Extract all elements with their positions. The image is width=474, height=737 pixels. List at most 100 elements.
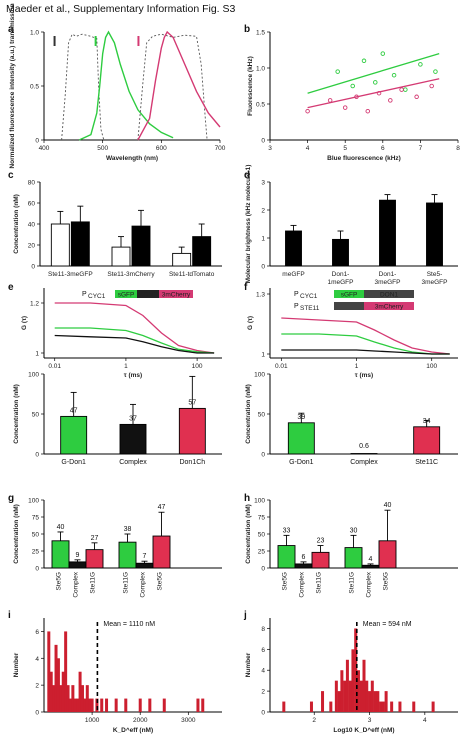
panel-b-point (433, 69, 438, 74)
panel-c-ylabel: Concentration (nM) (13, 194, 20, 254)
panel-i-bin (162, 698, 166, 712)
panel-b-point (391, 72, 397, 78)
panel-i-bin (47, 631, 51, 712)
panel-i-bin (71, 685, 75, 712)
panel-f-curve-1 (281, 317, 450, 355)
panel-h-value-label: 6 (302, 554, 306, 561)
panel-e-bar-ylabel: Concentration (nM) (13, 384, 20, 444)
panel-d-bar (332, 238, 349, 267)
panel-b-xlabel: Blue fluorescence (kHz) (327, 155, 401, 162)
panel-f-curve-3 (281, 349, 450, 355)
panel-h-bar (294, 563, 313, 569)
panel-c-bar (172, 252, 192, 267)
panel-i-ylabel: Number (13, 652, 20, 677)
panel-f-bar-bar (287, 422, 315, 455)
panel-a-xtick-label: 600 (156, 145, 167, 152)
panel-label-g: g (8, 493, 15, 504)
panel-f-bar-ylabel: Concentration (nM) (245, 384, 252, 444)
panel-a-xtick-label: 400 (39, 145, 50, 152)
panel-j-bin (359, 680, 363, 712)
panel-a-ylabel: Normalized fluorescence intensity (a.u.)… (9, 3, 16, 168)
panel-h-value-label: 30 (350, 527, 358, 534)
panel-b-point (342, 105, 348, 110)
panel-j-bin (343, 680, 347, 712)
panel-g-category-label: Ste11G (90, 572, 97, 594)
panel-f-bar-category-label: Ste11C (415, 459, 438, 466)
panel-e-ytick-label: 1.2 (30, 301, 39, 308)
panel-f-bar-value-label: 0.6 (359, 443, 369, 450)
panel-f-ytick-label: 1.3 (256, 292, 265, 299)
panel-j-xtick-label: 3 (368, 717, 372, 724)
panel-h-ytick-label: 25 (258, 549, 266, 556)
panel-g-value-label: 9 (76, 552, 80, 559)
panel-b-point (350, 83, 355, 89)
panel-b-point (305, 108, 310, 114)
panel-i-bin (80, 685, 84, 712)
panel-a-ytick-label: 1.0 (30, 30, 39, 37)
panel-b-point (403, 87, 408, 92)
panel-i-bin (83, 698, 87, 712)
panel-j-bin (321, 691, 325, 712)
panel-a-ytick-label: 0 (35, 138, 39, 145)
panel-j-bin (381, 701, 385, 712)
panel-e-xtick-label: 100 (192, 363, 203, 370)
panel-c-ytick-label: 80 (28, 180, 36, 187)
panel-e-curve-1 (54, 302, 215, 354)
panel-j-bin (384, 691, 388, 712)
panel-i-bin (124, 698, 128, 712)
panel-h-category-label: Complex (299, 571, 306, 597)
panel-c-ytick-label: 0 (31, 264, 35, 271)
panel-j-bin (337, 691, 341, 712)
panel-i-bin (85, 685, 89, 712)
panel-d-category-label: Don1-3meGFP (374, 271, 400, 286)
panel-h-bar (361, 564, 380, 569)
panel-g-bar (152, 535, 171, 569)
panel-e-axes (43, 288, 222, 359)
panel-e-legend-don1: DON1 (139, 292, 157, 299)
panel-h-category-label: Ste5G (383, 572, 390, 590)
panel-j-xtick-label: 2 (312, 717, 316, 724)
panel-f-ylabel: G (τ) (247, 316, 254, 330)
panel-f-bar-ytick-label: 50 (258, 412, 266, 419)
panel-c-category-label: Ste11-3meGFP (48, 271, 93, 278)
panel-j-mean-annotation: Mean = 594 nM (363, 621, 412, 628)
panel-j-bin (354, 628, 358, 712)
panel-label-b: b (244, 24, 251, 35)
panel-i-bin (64, 631, 68, 712)
panel-g-bar (85, 549, 104, 569)
panel-j-xtick-label: 4 (423, 717, 427, 724)
panel-c-ytick-label: 40 (28, 222, 36, 229)
panel-f-legend-gfp-box (334, 290, 364, 298)
panel-f-legend-don1: DON1 (380, 292, 398, 299)
panel-g-category-label: Complex (140, 571, 147, 597)
panel-h-bar (378, 540, 397, 569)
panel-a-xlabel: Wavelength (nm) (106, 155, 158, 162)
panel-j-bin (368, 691, 372, 712)
panel-j-xlabel: Log10 K_D^eff (nM) (333, 726, 394, 734)
panel-e-legend-gfp: sGFP (118, 292, 135, 299)
panel-a-xtick-label: 700 (215, 145, 226, 152)
panel-b-axes (269, 32, 458, 141)
panel-f-legend-cherry: 3mCherry (375, 304, 404, 311)
panel-e-legend-promoter: P (82, 291, 87, 298)
panel-i-bin (73, 698, 77, 712)
panel-g-value-label: 38 (124, 526, 132, 533)
panel-b-xtick-label: 6 (381, 145, 385, 152)
panel-g-value-label: 47 (158, 504, 166, 511)
panel-j-bin (412, 701, 416, 712)
panel-b-ytick-label: 0 (261, 138, 265, 145)
panel-e-legend-cherry-box (159, 290, 193, 298)
panel-j-bin (329, 701, 333, 712)
panel-e-bar-ytick-label: 50 (32, 412, 40, 419)
panel-c-bar (192, 236, 212, 267)
panel-a-series-2 (78, 30, 174, 141)
panel-e-bar-ytick-label: 100 (28, 372, 39, 379)
panel-b-point (380, 51, 386, 56)
panel-j-bin (309, 701, 313, 712)
panel-c-ytick-label: 60 (28, 201, 36, 208)
panel-f-bar-bar (413, 426, 441, 455)
panel-h-category-label: Complex (366, 571, 373, 597)
panel-j-bin (370, 680, 374, 712)
panel-h-value-label: 23 (317, 538, 325, 545)
